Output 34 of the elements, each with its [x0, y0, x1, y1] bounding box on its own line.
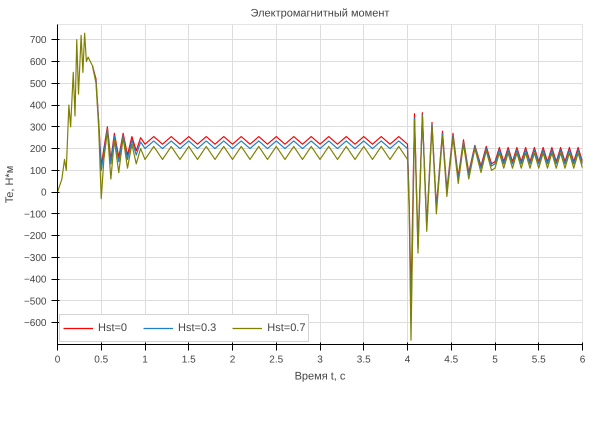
y-tick-label: −500 [24, 296, 47, 308]
x-tick-label: 3 [317, 354, 324, 366]
x-tick-label: 6 [580, 354, 586, 366]
x-tick-label: 3.5 [356, 354, 372, 366]
x-tick-label: 1 [142, 354, 148, 366]
x-tick-label: 0 [54, 354, 61, 366]
line-series [58, 32, 582, 341]
legend-label: Hst=0 [98, 322, 128, 334]
x-axis-title: Время t, с [294, 370, 346, 382]
y-tick-label: 400 [30, 100, 47, 112]
x-tick-label: 4 [404, 354, 411, 366]
y-tick-label: 100 [30, 166, 47, 177]
chart-title: Электромагнитный момент [250, 8, 390, 20]
x-tick-label: 1.5 [182, 354, 196, 366]
y-tick-label: 600 [30, 57, 47, 68]
y-tick-label: −400 [24, 274, 47, 286]
x-tick-label: 2 [230, 354, 236, 366]
y-tick-label: −300 [24, 252, 47, 264]
x-tick-label: 5.5 [532, 354, 546, 366]
x-tick-label: 4.5 [444, 354, 459, 366]
legend-label: Hst=0.3 [178, 322, 216, 334]
legend-label: Hst=0.7 [267, 322, 306, 334]
y-tick-label: 0 [40, 188, 47, 199]
y-tick-label: 500 [30, 78, 47, 90]
y-axis-title: Te, Н*м [4, 166, 16, 204]
x-tick-label: 0.5 [94, 354, 109, 366]
y-tick-label: −600 [24, 318, 47, 330]
y-tick-label: 300 [30, 122, 47, 134]
x-tick-label: 2.5 [269, 354, 284, 366]
y-tick-label: −100 [24, 209, 47, 220]
y-tick-label: 700 [30, 35, 47, 46]
y-tick-label: −200 [24, 231, 47, 242]
y-tick-label: 200 [30, 144, 47, 156]
x-tick-label: 5 [492, 354, 498, 366]
